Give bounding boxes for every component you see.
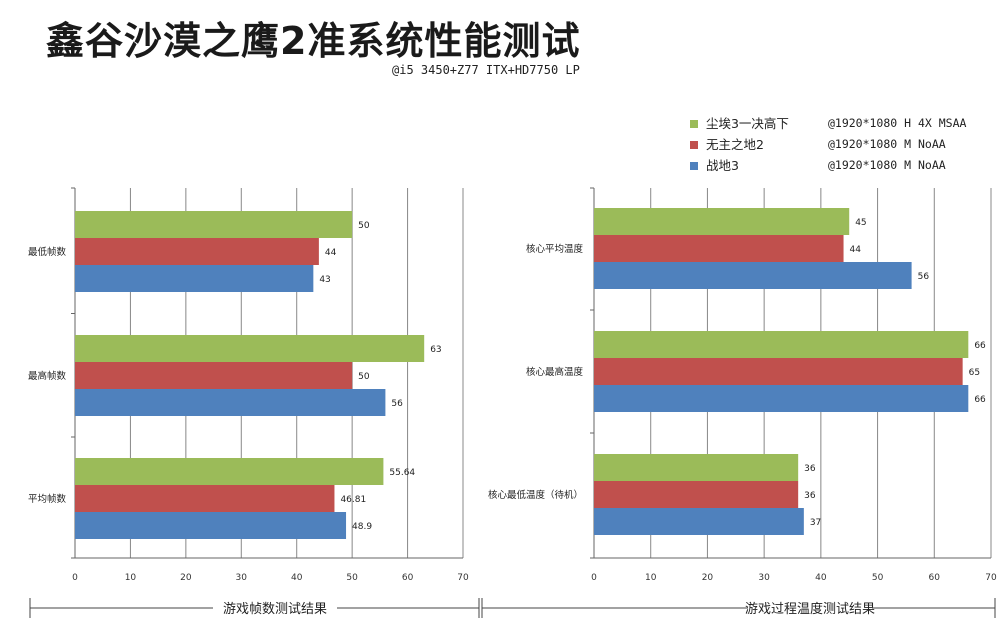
category-label: 核心平均温度 bbox=[526, 243, 584, 255]
bar bbox=[594, 385, 969, 412]
data-label: 43 bbox=[319, 275, 330, 285]
data-label: 66 bbox=[974, 395, 986, 405]
legend-name: 无主之地2 bbox=[705, 137, 764, 152]
legend-note: @1920*1080 M NoAA bbox=[827, 158, 946, 172]
bar bbox=[75, 362, 353, 389]
page-subtitle: @i5 3450+Z77 ITX+HD7750 LP bbox=[392, 63, 580, 77]
chart-caption: 游戏帧数测试结果 bbox=[223, 602, 327, 617]
legend-name: 战地3 bbox=[705, 158, 739, 173]
legend: 尘埃3一决高下 @1920*1080 H 4X MSAA 无主之地2 @1920… bbox=[690, 112, 966, 175]
chart-caption: 游戏过程温度测试结果 bbox=[745, 601, 875, 617]
legend-swatch bbox=[690, 140, 698, 149]
x-tick-label: 50 bbox=[346, 573, 358, 583]
x-tick-label: 0 bbox=[72, 573, 78, 583]
data-label: 65 bbox=[969, 368, 980, 378]
x-tick-label: 70 bbox=[457, 573, 469, 583]
data-label: 66 bbox=[974, 341, 986, 351]
category-label: 最高帧数 bbox=[28, 370, 67, 382]
data-label: 56 bbox=[918, 272, 930, 282]
bar bbox=[75, 485, 335, 512]
bar bbox=[75, 512, 347, 539]
x-tick-label: 30 bbox=[236, 573, 248, 583]
legend-name: 尘埃3一决高下 bbox=[705, 116, 789, 131]
category-label: 核心最低温度（待机） bbox=[488, 489, 583, 501]
data-label: 36 bbox=[804, 464, 816, 474]
data-label: 46.81 bbox=[340, 495, 366, 505]
legend-item-series-3: 战地3 @1920*1080 M NoAA bbox=[690, 154, 966, 175]
bar bbox=[75, 265, 314, 292]
x-tick-label: 10 bbox=[645, 573, 657, 583]
x-tick-label: 60 bbox=[402, 573, 414, 583]
chart-1: 0 10 20 30 40 50 60 70 50 44 43 最低帧数 63 50 56 最高帧数 55.64… bbox=[28, 187, 479, 618]
x-tick-label: 40 bbox=[291, 573, 303, 583]
category-label: 平均帧数 bbox=[28, 493, 67, 505]
bar bbox=[75, 335, 425, 362]
x-tick-label: 60 bbox=[929, 573, 941, 583]
data-label: 55.64 bbox=[389, 468, 415, 478]
data-label: 37 bbox=[810, 518, 821, 528]
x-tick-label: 0 bbox=[591, 573, 597, 583]
legend-swatch bbox=[690, 161, 698, 170]
data-label: 44 bbox=[325, 248, 337, 258]
x-tick-label: 30 bbox=[758, 573, 770, 583]
category-label: 最低帧数 bbox=[28, 246, 67, 258]
bar bbox=[75, 389, 386, 416]
data-label: 50 bbox=[358, 372, 370, 382]
legend-note: @1920*1080 H 4X MSAA bbox=[827, 116, 967, 130]
bar bbox=[594, 508, 804, 535]
x-tick-label: 40 bbox=[815, 573, 827, 583]
data-label: 44 bbox=[850, 245, 862, 255]
data-label: 56 bbox=[391, 399, 403, 409]
chart-2: 0 10 20 30 40 50 60 70 45 44 56 核心平均温度 66 65 66 核心最高温度 3… bbox=[478, 187, 997, 618]
data-label: 50 bbox=[358, 221, 370, 231]
bar bbox=[75, 458, 384, 485]
bar bbox=[594, 358, 963, 385]
bar bbox=[594, 208, 850, 235]
page-title: 鑫谷沙漠之鹰2准系统性能测试 bbox=[46, 19, 581, 63]
x-tick-label: 20 bbox=[180, 573, 192, 583]
bar bbox=[594, 331, 969, 358]
legend-swatch bbox=[690, 119, 698, 128]
x-tick-label: 70 bbox=[985, 573, 997, 583]
legend-item-series-1: 尘埃3一决高下 @1920*1080 H 4X MSAA bbox=[690, 112, 966, 133]
bar bbox=[594, 481, 799, 508]
data-label: 45 bbox=[855, 218, 866, 228]
x-tick-label: 10 bbox=[125, 573, 137, 583]
bar bbox=[594, 262, 912, 289]
bar bbox=[594, 454, 799, 481]
bar bbox=[75, 211, 353, 238]
category-label: 核心最高温度 bbox=[526, 366, 584, 378]
x-tick-label: 20 bbox=[702, 573, 714, 583]
bar bbox=[75, 238, 319, 265]
bar bbox=[594, 235, 844, 262]
x-tick-label: 50 bbox=[872, 573, 884, 583]
data-label: 36 bbox=[804, 491, 816, 501]
legend-note: @1920*1080 M NoAA bbox=[827, 137, 946, 151]
data-label: 63 bbox=[430, 345, 441, 355]
legend-item-series-2: 无主之地2 @1920*1080 M NoAA bbox=[690, 133, 966, 154]
data-label: 48.9 bbox=[352, 522, 372, 532]
